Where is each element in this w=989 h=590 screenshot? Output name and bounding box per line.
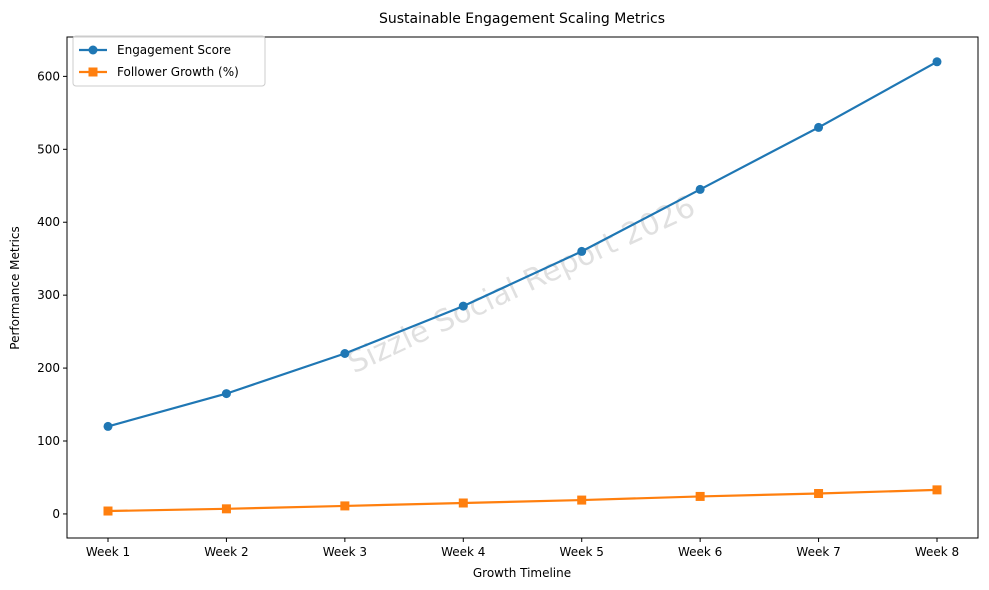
- y-axis: 0 100 200 300 400 500 600: [37, 69, 67, 521]
- x-axis: Week 1 Week 2 Week 3 Week 4 Week 5 Week 6 Week…: [86, 538, 959, 559]
- y-tick-label: 500: [37, 142, 60, 156]
- data-point: [458, 498, 468, 508]
- series-line-0: [107, 60, 938, 428]
- data-point: [221, 504, 231, 514]
- legend-frame: [72, 35, 266, 87]
- data-point: [340, 501, 350, 511]
- data-point: [458, 301, 468, 311]
- x-tick-label: Week 7: [796, 545, 840, 559]
- x-tick-label: Week 8: [915, 545, 959, 559]
- legend: Engagement Score Follower Growth (%): [72, 35, 266, 87]
- x-tick-label: Week 5: [560, 545, 604, 559]
- data-point: [103, 421, 113, 431]
- data-point: [814, 489, 824, 499]
- y-tick-label: 400: [37, 215, 60, 229]
- y-axis-label: Performance Metrics: [8, 226, 22, 349]
- y-tick-label: 600: [37, 69, 60, 83]
- x-tick-label: Week 4: [441, 545, 485, 559]
- legend-entry-label: Engagement Score: [117, 43, 231, 57]
- data-point: [932, 485, 942, 495]
- y-tick-label: 0: [52, 507, 60, 521]
- data-point: [221, 389, 231, 399]
- x-tick-label: Week 6: [678, 545, 722, 559]
- data-point: [695, 184, 705, 194]
- series-layer: [103, 57, 942, 516]
- x-axis-label: Growth Timeline: [473, 566, 571, 580]
- y-tick-label: 100: [37, 434, 60, 448]
- data-point: [932, 57, 942, 67]
- plot-frame: [66, 36, 979, 539]
- data-point: [695, 491, 705, 501]
- y-tick-label: 300: [37, 288, 60, 302]
- legend-marker: [88, 45, 98, 55]
- data-point: [577, 495, 587, 505]
- data-point: [577, 246, 587, 256]
- legend-marker: [88, 67, 98, 77]
- chart-title: Sustainable Engagement Scaling Metrics: [379, 11, 665, 27]
- x-tick-label: Week 2: [204, 545, 248, 559]
- x-tick-label: Week 1: [86, 545, 130, 559]
- y-tick-label: 200: [37, 361, 60, 375]
- x-tick-label: Week 3: [323, 545, 367, 559]
- series-line-1: [107, 488, 938, 513]
- plot-area: [66, 36, 979, 539]
- legend-entry-label: Follower Growth (%): [117, 65, 239, 79]
- data-point: [103, 506, 113, 516]
- data-point: [340, 348, 350, 358]
- data-point: [814, 122, 824, 132]
